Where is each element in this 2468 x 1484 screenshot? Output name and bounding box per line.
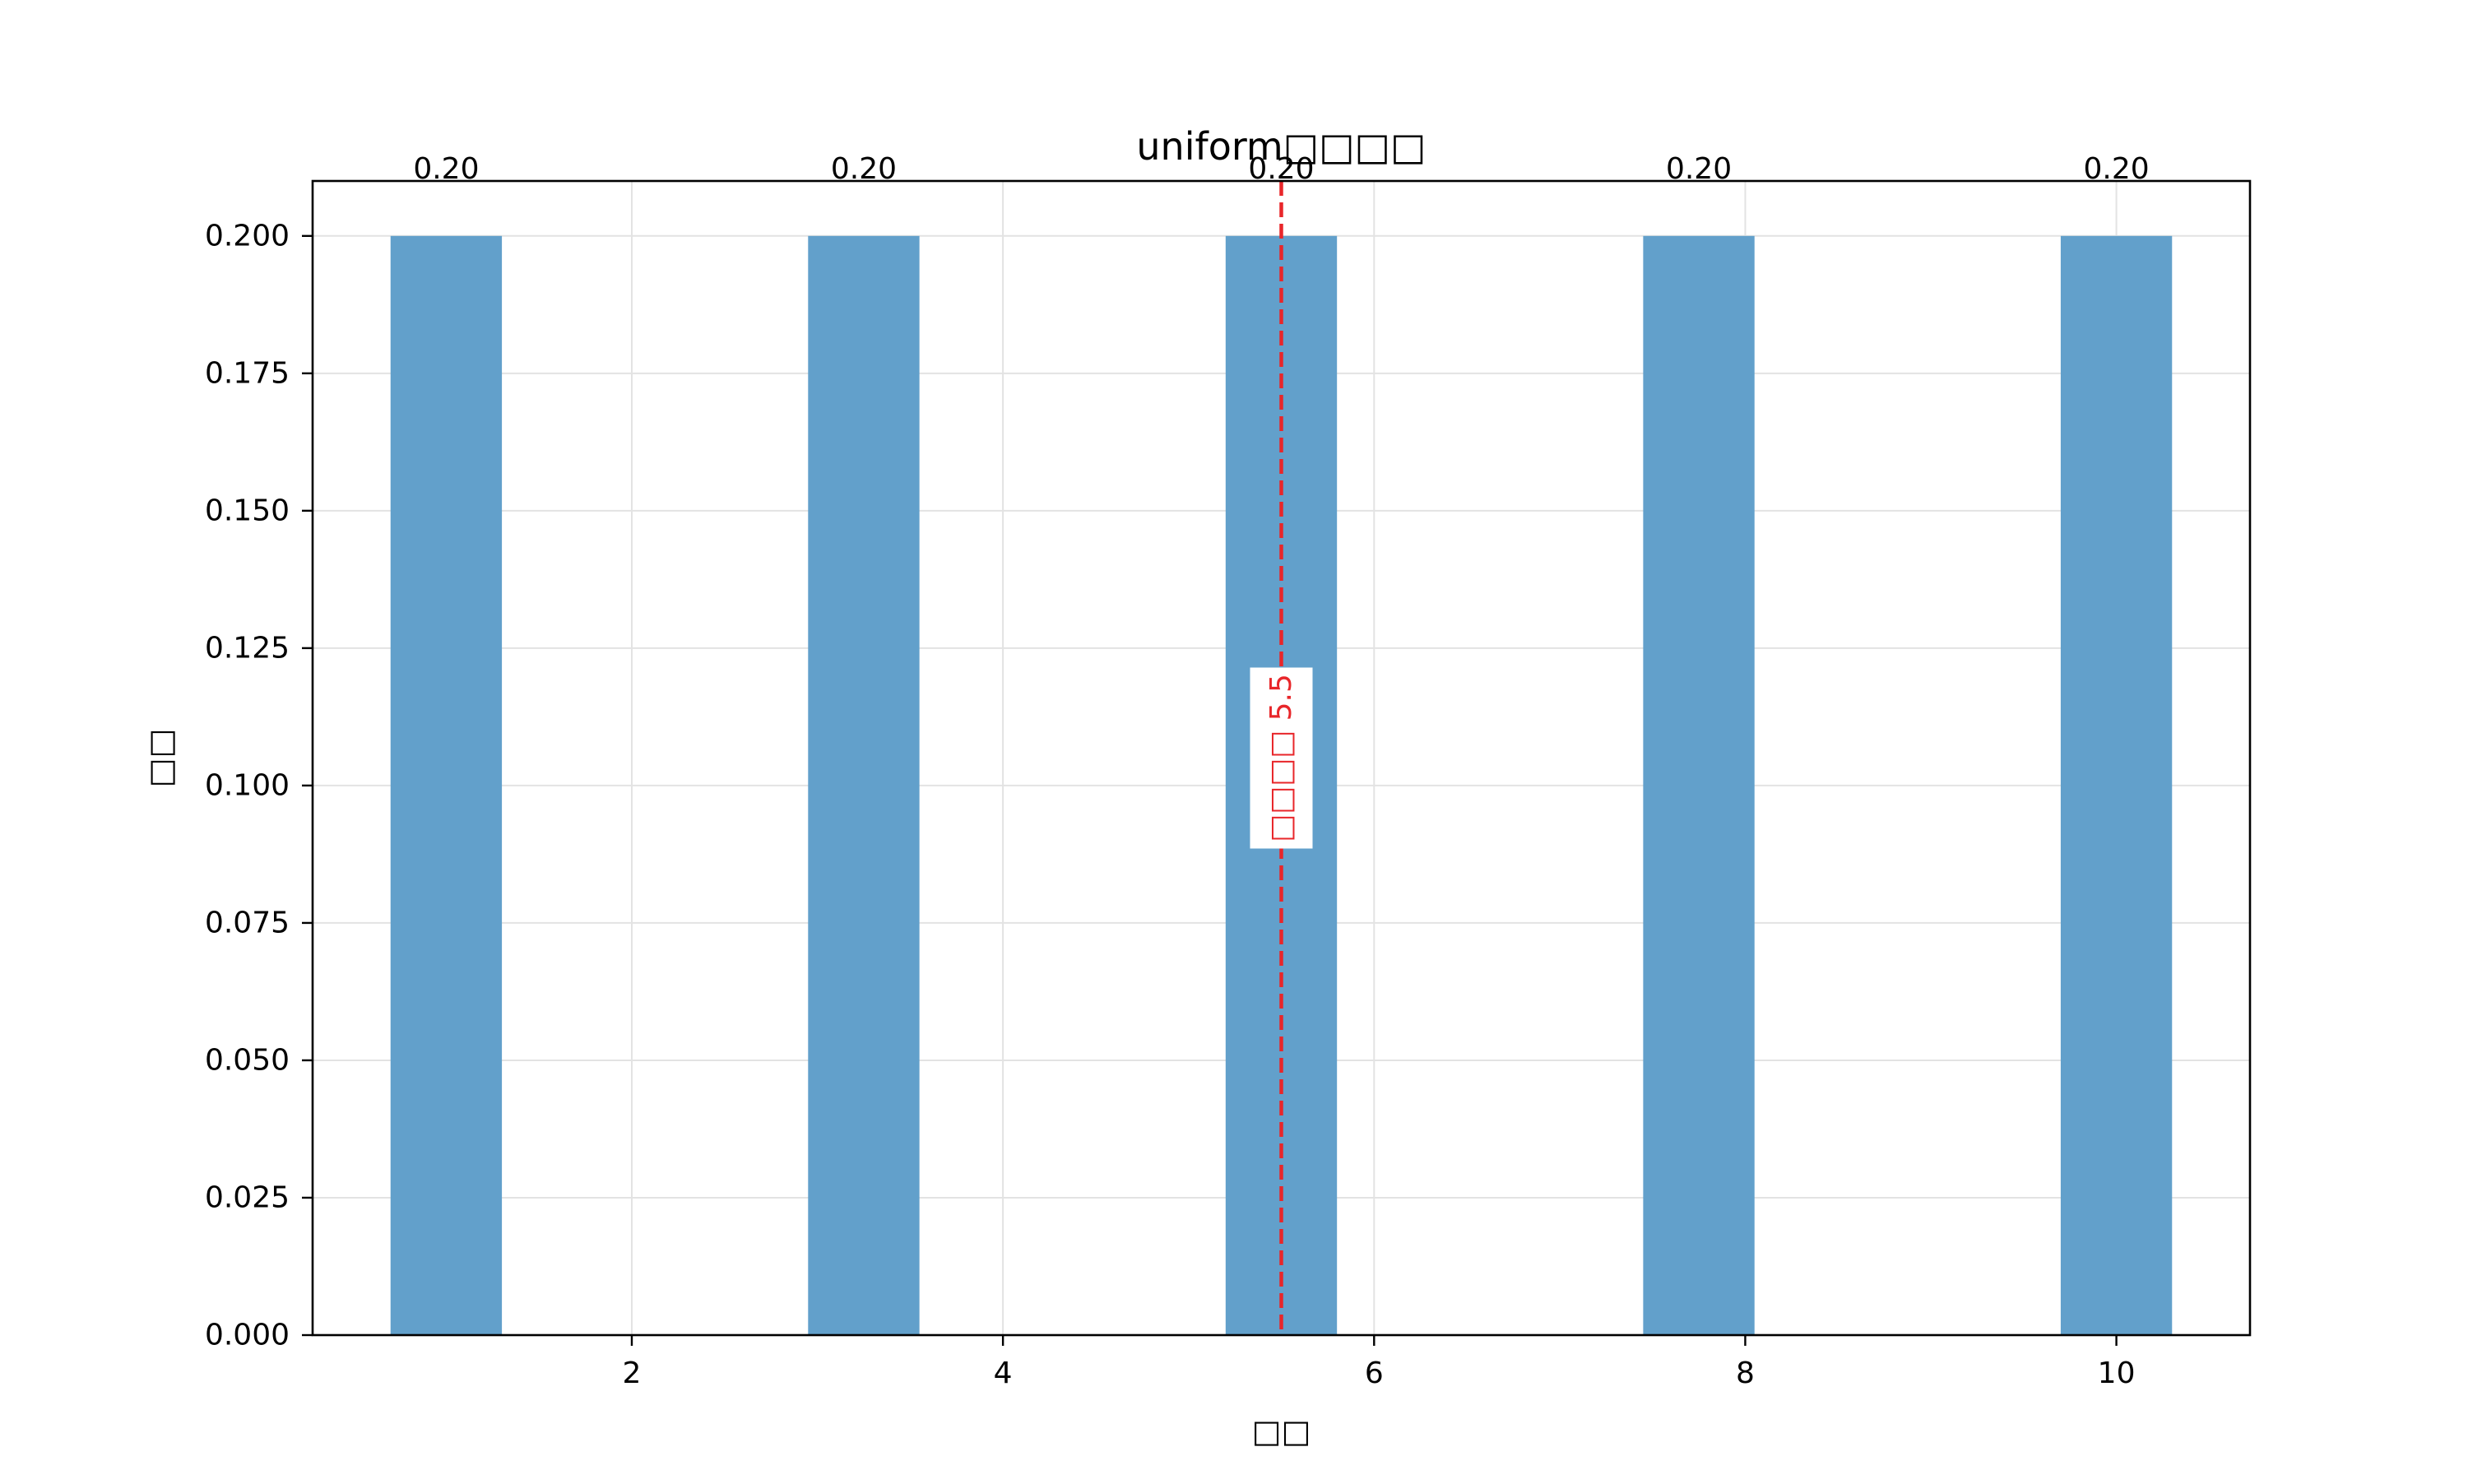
bar [2060, 235, 2173, 1335]
x-tick-label: 2 [623, 1356, 642, 1390]
x-tick-label: 10 [2098, 1356, 2136, 1390]
y-tick-label: 0.075 [205, 906, 290, 939]
bar [1643, 235, 1755, 1335]
y-tick-label: 0.000 [205, 1319, 290, 1352]
y-tick-label: 0.050 [205, 1043, 290, 1077]
y-tick-label: 0.025 [205, 1180, 290, 1214]
y-axis-title: □□ [142, 729, 179, 788]
mean-line-group: □□□□ 5.5 [1250, 181, 1313, 1335]
bar-value-label: 0.20 [1248, 152, 1314, 186]
y-tick-label: 0.125 [205, 631, 290, 665]
y-tick-label: 0.175 [205, 356, 290, 390]
x-axis-title: □□ [1252, 1413, 1311, 1449]
mean-label: □□□□ 5.5 [1264, 674, 1298, 842]
bar-value-label: 0.20 [413, 152, 479, 186]
y-tick-label: 0.200 [205, 219, 290, 253]
chart-title: uniform□□□□ [1136, 124, 1426, 169]
bar-value-label: 0.20 [831, 152, 897, 186]
x-tick-label: 6 [1365, 1356, 1384, 1390]
x-tick-label: 8 [1736, 1356, 1755, 1390]
axis-ticks: 0.000 0.025 0.050 0.075 0.100 0.125 0.150 0.175… [205, 219, 2136, 1390]
mean-label-box [1250, 667, 1313, 849]
y-tick-label: 0.100 [205, 768, 290, 802]
bar [808, 235, 920, 1335]
x-tick-label: 4 [994, 1356, 1013, 1390]
bar-value-label: 0.20 [2084, 152, 2150, 186]
y-tick-label: 0.150 [205, 494, 290, 527]
plot-frame [311, 179, 2252, 1337]
bar-value-label: 0.20 [1666, 152, 1732, 186]
bar [390, 235, 503, 1335]
bar-value-labels: 0.20 0.20 0.20 0.20 0.20 [413, 152, 2149, 186]
